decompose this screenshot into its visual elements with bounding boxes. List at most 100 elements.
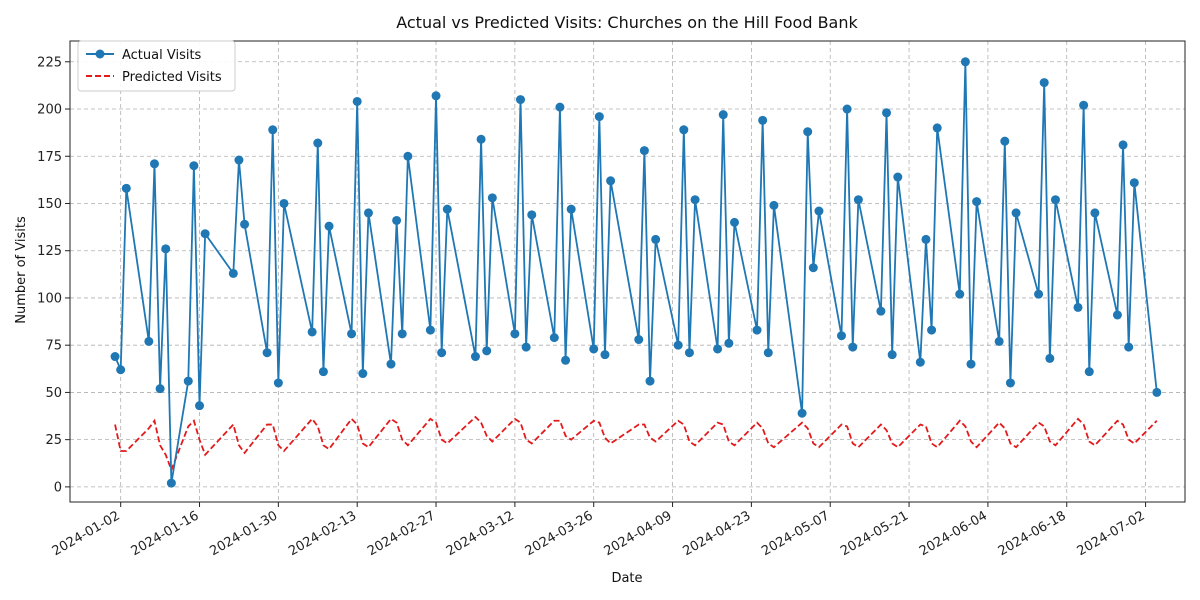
actual-visits-point <box>313 138 323 148</box>
actual-visits-point <box>752 325 762 335</box>
actual-visits-point <box>684 348 694 358</box>
actual-visits-point <box>240 219 250 229</box>
actual-visits-point <box>1112 310 1122 320</box>
actual-visits-point <box>566 204 576 214</box>
actual-visits-point <box>645 376 655 386</box>
plot-frame <box>69 40 1186 503</box>
actual-visits-point <box>876 306 886 316</box>
actual-visits-point <box>189 161 199 171</box>
predicted-visits-line <box>114 415 1158 473</box>
actual-visits-point <box>808 263 818 273</box>
actual-visits-point <box>1124 342 1134 352</box>
actual-visits-point <box>921 234 931 244</box>
actual-visits-point <box>848 342 858 352</box>
actual-visits-point <box>718 110 728 120</box>
actual-visits-point <box>836 331 846 341</box>
actual-visits-point <box>476 134 486 144</box>
actual-visits-point <box>155 384 165 394</box>
y-axis-label: Number of Visits <box>14 216 29 324</box>
actual-visits-point <box>797 408 807 418</box>
y-tick-label: 225 <box>37 55 62 70</box>
actual-visits-point <box>234 155 244 165</box>
actual-visits-point <box>853 195 863 205</box>
actual-visits-point <box>347 329 357 339</box>
plot-area <box>110 57 1162 488</box>
actual-visits-point <box>442 204 452 214</box>
actual-visits-point <box>1084 367 1094 377</box>
actual-visits-point <box>324 221 334 231</box>
actual-visits-point <box>1073 302 1083 312</box>
actual-visits-point <box>549 333 559 343</box>
actual-visits-point <box>1000 136 1010 146</box>
actual-visits-point <box>561 355 571 365</box>
actual-visits-point <box>600 350 610 360</box>
actual-visits-point <box>882 108 892 118</box>
actual-visits-point <box>273 378 283 388</box>
y-tick-label: 200 <box>37 103 62 118</box>
actual-visits-point <box>1079 100 1089 110</box>
actual-visits-point <box>673 340 683 350</box>
actual-visits-point <box>470 352 480 362</box>
actual-visits-point <box>893 172 903 182</box>
legend: Actual Visits Predicted Visits <box>77 40 236 92</box>
actual-visits-point <box>927 325 937 335</box>
actual-visits-point <box>363 208 373 218</box>
actual-visits-point <box>482 346 492 356</box>
actual-visits-point <box>555 102 565 112</box>
actual-visits-point <box>1129 178 1139 188</box>
actual-visits-point <box>639 146 649 156</box>
actual-visits-point <box>279 198 289 208</box>
actual-visits-point <box>392 215 402 225</box>
actual-visits-point <box>932 123 942 133</box>
actual-visits-point <box>116 365 126 375</box>
chart-title: Actual vs Predicted Visits: Churches on … <box>396 13 858 32</box>
actual-visits-point <box>1050 195 1060 205</box>
x-axis-label: Date <box>611 571 642 586</box>
actual-visits-point <box>690 195 700 205</box>
actual-visits-point <box>1118 140 1128 150</box>
actual-visits-point <box>1039 78 1049 88</box>
actual-visits-point <box>887 350 897 360</box>
actual-visits-point <box>814 206 824 216</box>
actual-visits-point <box>386 359 396 369</box>
y-axis: 0 25 50 75 100 125 150 175 200 225 <box>37 55 70 495</box>
y-tick-label: 25 <box>45 433 62 448</box>
actual-visits-point <box>1152 387 1162 397</box>
actual-visits-point <box>724 338 734 348</box>
actual-visits-point <box>955 289 965 299</box>
legend-actual-marker <box>95 49 105 59</box>
actual-visits-point <box>651 234 661 244</box>
actual-visits-point <box>915 357 925 367</box>
actual-visits-point <box>1005 378 1015 388</box>
actual-visits-point <box>121 183 131 193</box>
legend-box <box>77 40 236 92</box>
actual-visits-point <box>1090 208 1100 218</box>
actual-visits-point <box>352 96 362 106</box>
actual-visits-point <box>972 197 982 207</box>
actual-visits-point <box>110 352 120 362</box>
actual-visits-point <box>763 348 773 358</box>
y-tick-label: 175 <box>37 150 62 165</box>
actual-visits-point <box>966 359 976 369</box>
actual-visits-point <box>358 369 368 379</box>
y-tick-label: 150 <box>37 197 62 212</box>
actual-visits-point <box>679 125 689 135</box>
actual-visits-point <box>606 176 616 186</box>
y-tick-label: 75 <box>45 339 62 354</box>
actual-visits-point <box>634 335 644 345</box>
y-tick-label: 50 <box>45 386 62 401</box>
y-tick-label: 100 <box>37 291 62 306</box>
actual-visits-point <box>729 217 739 227</box>
actual-visits-point <box>403 151 413 161</box>
actual-visits-point <box>268 125 278 135</box>
actual-visits-point <box>149 159 159 169</box>
actual-visits-point <box>769 200 779 210</box>
actual-visits-point <box>842 104 852 114</box>
actual-visits-point <box>228 268 238 278</box>
actual-visits-point <box>431 91 441 101</box>
legend-actual-label: Actual Visits <box>122 48 202 63</box>
actual-visits-point <box>437 348 447 358</box>
actual-visits-point <box>713 344 723 354</box>
actual-visits-point <box>960 57 970 67</box>
